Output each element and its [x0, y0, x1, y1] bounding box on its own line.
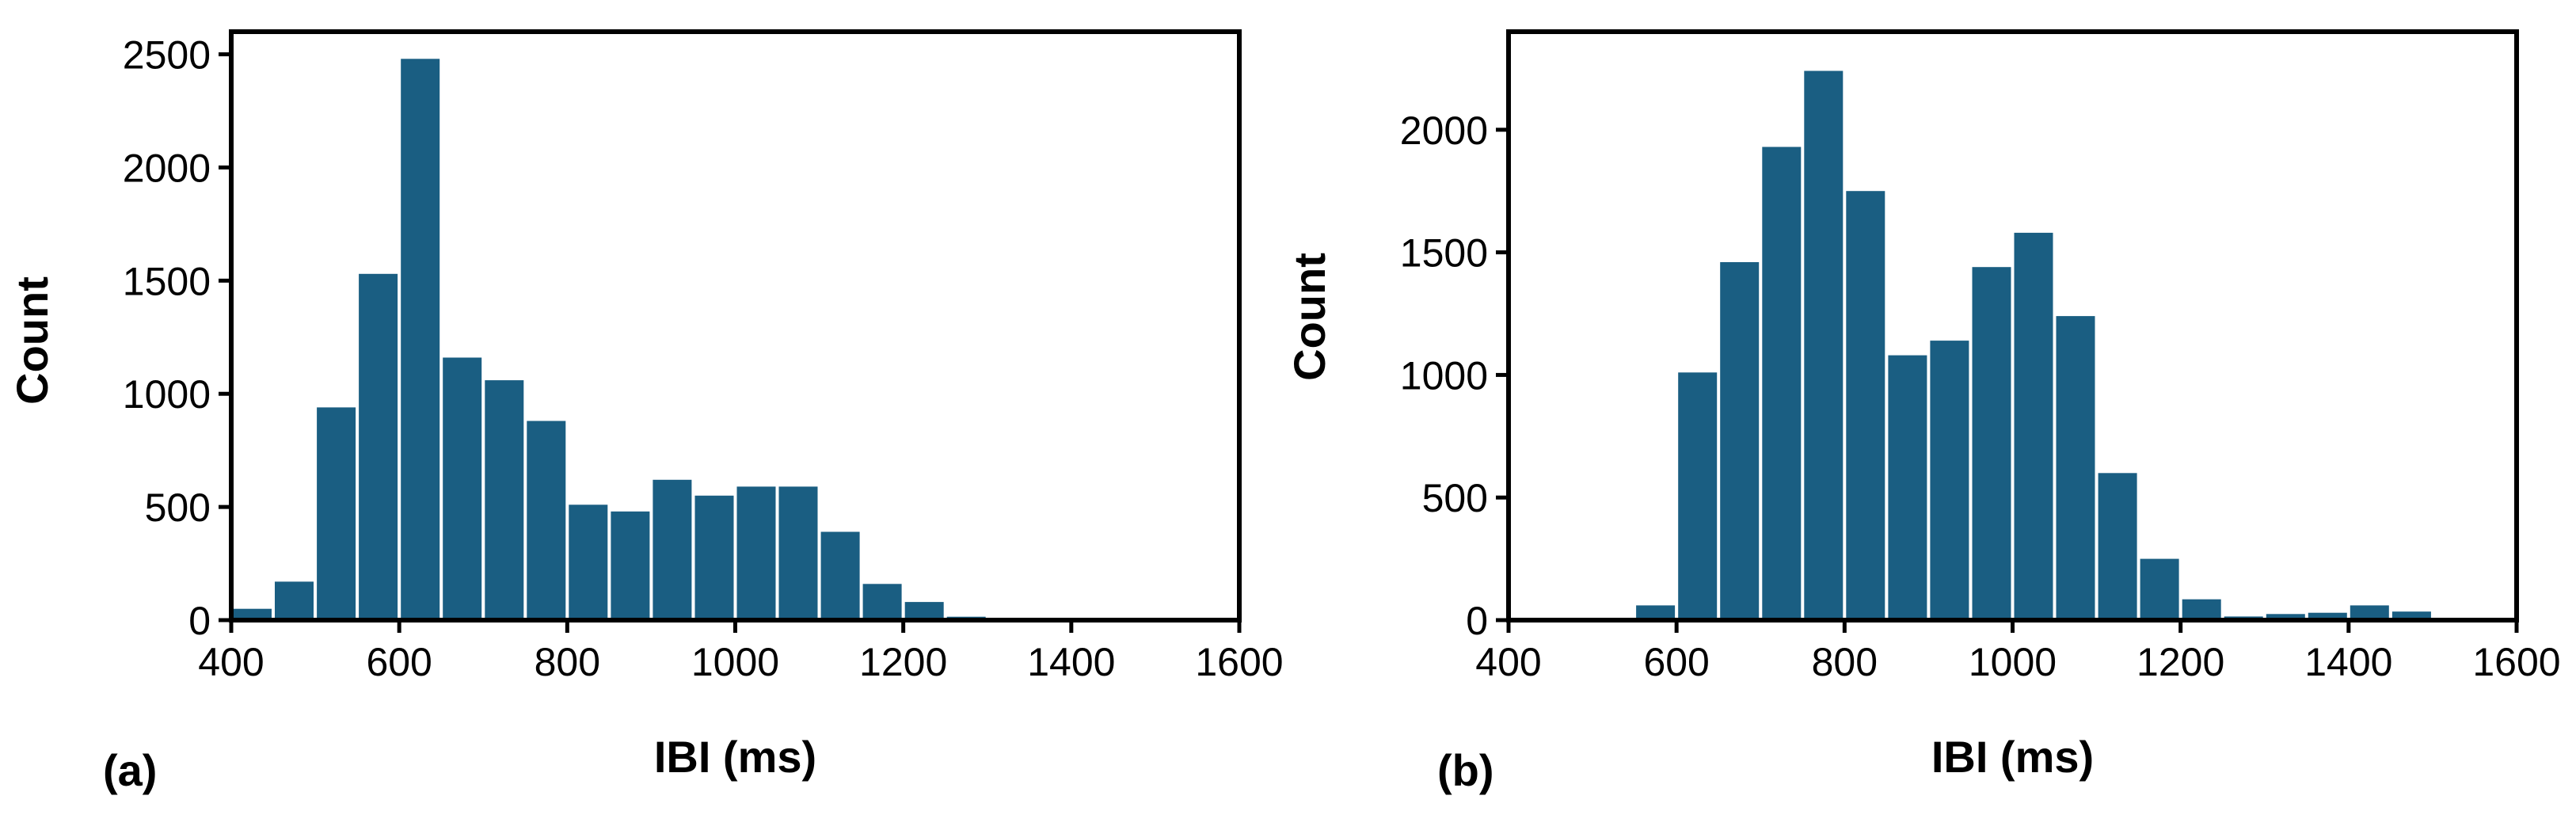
x-tick-label: 400: [1475, 640, 1541, 684]
y-tick-label: 0: [188, 599, 211, 643]
bar: [2014, 232, 2053, 620]
bar: [1720, 262, 1760, 620]
x-tick-label: 1000: [691, 640, 779, 684]
bar: [2350, 605, 2389, 620]
x-axis-ticks: 400 600 800 1000 1200 1400 1600: [1475, 620, 2561, 684]
bar: [1804, 70, 1844, 620]
bar: [1846, 191, 1885, 620]
bar: [359, 273, 398, 620]
x-tick-label: 1600: [1195, 640, 1283, 684]
histogram-panel-b: 400 600 800 1000 1200 1400 1600 0 500 1000 1500 200…: [1284, 29, 2561, 795]
x-tick-label: 1200: [2137, 640, 2224, 684]
x-tick-label: 1200: [859, 640, 947, 684]
x-tick-label: 1400: [1027, 640, 1115, 684]
bar: [233, 608, 272, 620]
bar: [736, 486, 776, 620]
bar: [1930, 341, 1969, 620]
x-tick-label: 1600: [2472, 640, 2560, 684]
bar: [275, 581, 314, 620]
bar: [2098, 473, 2137, 621]
bar: [611, 511, 650, 620]
x-tick-label: 800: [1812, 640, 1878, 684]
x-tick-label: 1400: [2304, 640, 2392, 684]
bar: [820, 531, 860, 620]
bar: [2182, 599, 2221, 620]
bar: [1972, 267, 2011, 620]
bar: [401, 59, 440, 621]
y-tick-label: 500: [1422, 476, 1488, 520]
bar: [485, 380, 524, 620]
bar: [569, 504, 608, 620]
plot-frame: [1506, 29, 2519, 622]
bar: [694, 495, 734, 620]
histogram-panel-a: 400 600 800 1000 1200 1400 1600 0 500 1000 1500 200…: [7, 29, 1284, 795]
bar: [2140, 558, 2179, 620]
y-tick-label: 1500: [1400, 231, 1488, 276]
x-axis-label: IBI (ms): [1931, 732, 2094, 782]
panel-label: (b): [1437, 745, 1494, 795]
bars: [1636, 70, 2515, 621]
bars: [233, 59, 1238, 621]
bar: [653, 479, 692, 620]
y-tick-label: 0: [1466, 599, 1488, 643]
bar: [1678, 372, 1718, 620]
x-axis-ticks: 400 600 800 1000 1200 1400 1600: [198, 620, 1284, 684]
bar: [778, 486, 818, 620]
y-tick-label: 500: [145, 485, 211, 530]
y-tick-label: 1000: [1400, 353, 1488, 398]
x-axis-label: IBI (ms): [654, 732, 816, 782]
y-tick-label: 2000: [123, 146, 211, 190]
y-tick-label: 2500: [123, 33, 211, 78]
bar: [1888, 355, 1927, 620]
x-tick-label: 1000: [1969, 640, 2057, 684]
bar: [317, 407, 356, 620]
bar: [443, 357, 482, 620]
y-axis-label: Count: [7, 276, 57, 405]
panel-label: (a): [103, 745, 157, 795]
x-tick-label: 600: [1643, 640, 1709, 684]
bar: [904, 602, 944, 620]
bar: [2266, 614, 2305, 620]
bar: [2056, 316, 2095, 620]
x-tick-label: 800: [535, 640, 600, 684]
x-tick-label: 400: [198, 640, 264, 684]
y-tick-label: 1500: [123, 259, 211, 303]
x-tick-label: 600: [366, 640, 432, 684]
bar: [1762, 147, 1802, 620]
bar: [2391, 611, 2431, 620]
bar: [1636, 605, 1676, 620]
bar: [2308, 612, 2347, 620]
bar: [527, 421, 566, 620]
y-axis-label: Count: [1284, 253, 1334, 381]
bar: [862, 584, 902, 620]
y-tick-label: 1000: [123, 372, 211, 417]
y-tick-label: 2000: [1400, 109, 1488, 153]
y-axis-ticks: 0 500 1000 1500 2000 2500: [123, 33, 231, 643]
y-axis-ticks: 0 500 1000 1500 2000: [1400, 109, 1509, 643]
